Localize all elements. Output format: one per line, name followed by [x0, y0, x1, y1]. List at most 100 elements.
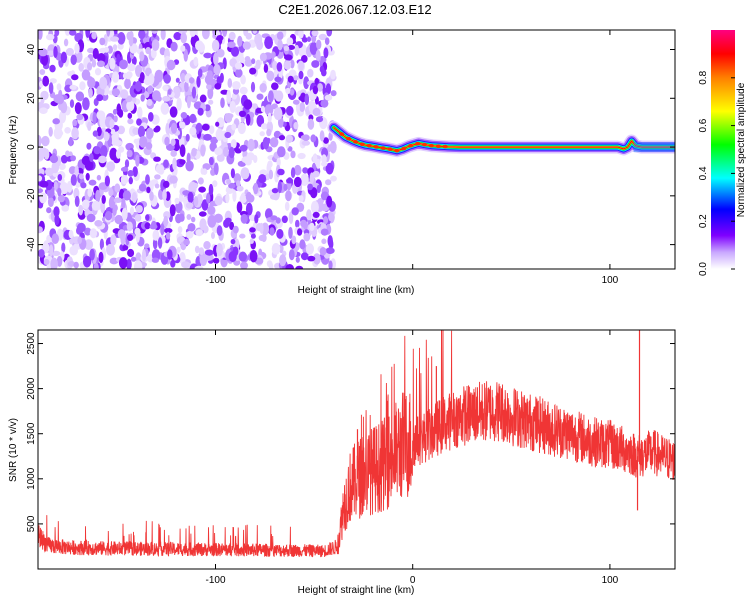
- noise-blob: [254, 214, 259, 224]
- noise-blob: [293, 176, 302, 188]
- noise-blob: [98, 251, 104, 264]
- noise-blob: [162, 189, 167, 201]
- noise-blob: [255, 59, 261, 70]
- noise-blob: [134, 80, 142, 92]
- noise-blob: [163, 74, 171, 84]
- noise-blob: [96, 60, 105, 68]
- noise-blob: [118, 257, 128, 269]
- noise-blob: [198, 186, 206, 193]
- noise-blob: [106, 30, 111, 37]
- noise-blob: [72, 119, 78, 127]
- noise-blob: [154, 125, 161, 132]
- noise-blob: [74, 102, 82, 115]
- noise-blob: [226, 178, 232, 185]
- noise-blob: [203, 133, 212, 141]
- noise-blob: [310, 187, 318, 199]
- noise-blob: [285, 134, 294, 143]
- noise-blob: [268, 169, 274, 180]
- noise-blob: [38, 226, 43, 234]
- noise-blob: [170, 150, 177, 157]
- noise-blob: [57, 187, 62, 197]
- snr-panel: -100 0 100 500 1000 1500 2000 2500 Height of s…: [8, 329, 676, 596]
- noise-blob: [209, 201, 214, 214]
- noise-blob: [199, 218, 207, 231]
- noise-blob: [189, 113, 197, 124]
- noise-blob: [315, 116, 324, 123]
- noise-blob: [261, 233, 267, 243]
- noise-blob: [295, 256, 300, 263]
- noise-blob: [67, 261, 76, 267]
- noise-blob: [74, 165, 79, 177]
- noise-blob: [193, 101, 202, 110]
- noise-blob: [277, 168, 285, 176]
- noise-blob: [41, 135, 50, 147]
- noise-blob: [242, 41, 251, 50]
- noise-blob: [276, 62, 283, 72]
- noise-blob: [188, 77, 195, 84]
- noise-blob: [325, 162, 334, 175]
- noise-blob: [103, 131, 110, 142]
- noise-blob: [94, 220, 103, 227]
- noise-blob: [232, 189, 237, 202]
- noise-blob: [271, 51, 276, 58]
- noise-blob: [307, 68, 314, 78]
- noise-blob: [122, 72, 128, 79]
- noise-blob: [321, 69, 327, 77]
- noise-blob: [301, 55, 308, 63]
- noise-blob: [285, 87, 291, 94]
- noise-blob: [121, 207, 128, 221]
- noise-blob: [277, 146, 286, 158]
- spectrogram-panel: -100 100 -40 -20 0 20 40 Height of straight l…: [8, 29, 676, 296]
- y-tick-label: 2000: [26, 377, 37, 400]
- noise-blob: [230, 46, 240, 57]
- noise-blob: [53, 181, 58, 190]
- noise-blob: [113, 115, 118, 123]
- noise-blob: [213, 52, 219, 66]
- noise-blob: [193, 196, 199, 207]
- noise-blob: [324, 37, 330, 45]
- noise-blob: [183, 48, 189, 62]
- noise-blob: [324, 94, 333, 101]
- noise-blob: [312, 85, 319, 95]
- y-tick-label: 0: [26, 144, 37, 150]
- noise-blob: [252, 103, 258, 110]
- noise-blob: [266, 70, 275, 82]
- noise-blob: [110, 234, 117, 246]
- noise-blob: [120, 166, 129, 172]
- noise-blob: [48, 82, 54, 94]
- noise-blob: [106, 161, 116, 172]
- noise-blob: [39, 107, 48, 114]
- y-tick-label: -20: [26, 188, 37, 203]
- signal-blob: [394, 148, 400, 153]
- noise-blob: [253, 182, 259, 195]
- noise-blob: [181, 261, 190, 269]
- noise-blob: [198, 247, 205, 256]
- noise-blob: [133, 138, 139, 144]
- noise-blob: [252, 30, 258, 34]
- noise-blob: [38, 249, 45, 258]
- noise-blob: [91, 200, 100, 211]
- noise-blob: [291, 235, 297, 245]
- noise-blob: [180, 112, 188, 119]
- spectrogram-x-ticks: -100 100: [205, 30, 619, 286]
- noise-blob: [82, 97, 90, 111]
- noise-blob: [114, 214, 124, 225]
- noise-blob: [41, 53, 49, 66]
- signal-blob: [339, 132, 345, 136]
- noise-blob: [53, 206, 60, 218]
- spectrogram-signal-track: [327, 121, 675, 158]
- noise-blob: [70, 174, 77, 186]
- noise-blob: [231, 123, 237, 131]
- noise-blob: [68, 229, 74, 239]
- noise-blob: [312, 211, 320, 218]
- noise-blob: [259, 131, 265, 137]
- noise-blob: [187, 191, 194, 204]
- noise-blob: [135, 231, 140, 243]
- noise-blob: [71, 127, 79, 140]
- noise-blob: [43, 259, 50, 265]
- noise-blob: [180, 45, 186, 52]
- noise-blob: [84, 227, 92, 236]
- noise-blob: [137, 125, 146, 138]
- signal-blob: [346, 136, 352, 141]
